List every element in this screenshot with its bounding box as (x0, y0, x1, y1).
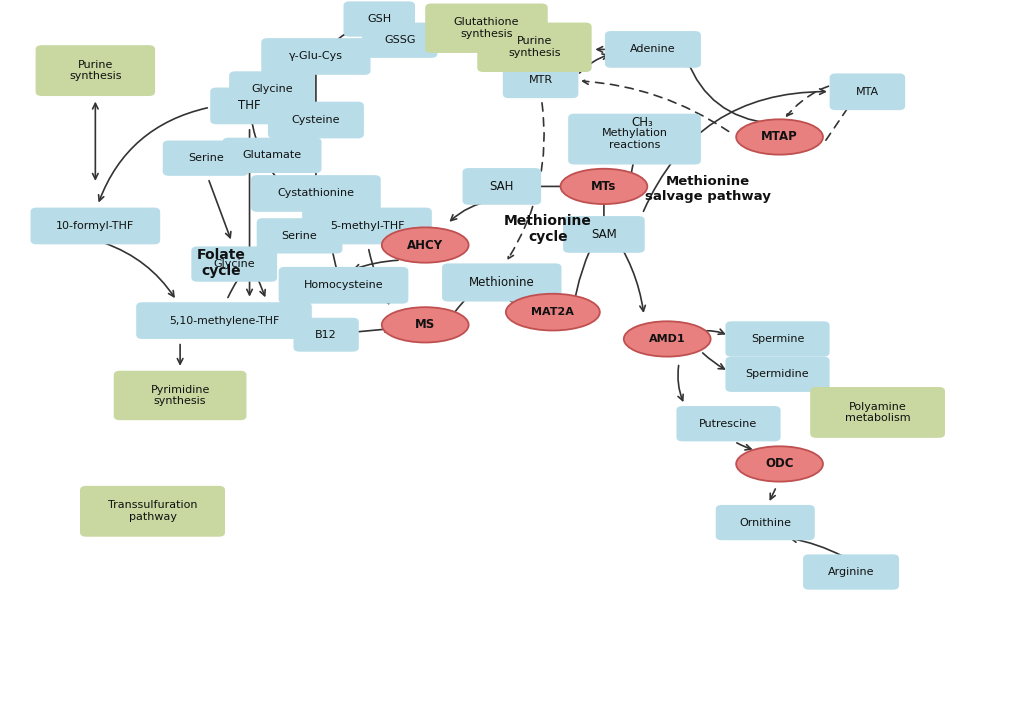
FancyBboxPatch shape (257, 218, 342, 254)
FancyBboxPatch shape (80, 486, 225, 537)
Text: Adenine: Adenine (630, 45, 676, 55)
Text: Glycine: Glycine (251, 84, 293, 94)
Text: SAM: SAM (591, 228, 616, 241)
Text: Ornithine: Ornithine (739, 518, 792, 527)
FancyBboxPatch shape (302, 208, 432, 245)
Text: Polyamine
metabolism: Polyamine metabolism (845, 401, 910, 423)
Text: B12: B12 (315, 330, 337, 340)
FancyBboxPatch shape (725, 321, 829, 357)
FancyBboxPatch shape (810, 387, 945, 438)
Text: Folate
cycle: Folate cycle (197, 247, 246, 278)
Text: THF: THF (239, 99, 261, 113)
Text: Homocysteine: Homocysteine (304, 280, 383, 290)
Ellipse shape (382, 307, 469, 342)
FancyBboxPatch shape (229, 72, 315, 106)
Text: Spermine: Spermine (751, 334, 804, 344)
FancyBboxPatch shape (294, 318, 358, 352)
FancyBboxPatch shape (716, 505, 815, 540)
Text: Methionine: Methionine (469, 276, 535, 289)
FancyBboxPatch shape (425, 4, 548, 53)
Text: MTA: MTA (856, 86, 879, 97)
Text: MTR: MTR (528, 75, 553, 86)
Text: Methylation
reactions: Methylation reactions (601, 128, 668, 150)
Text: Spermidine: Spermidine (745, 369, 809, 379)
FancyBboxPatch shape (31, 208, 160, 245)
FancyBboxPatch shape (163, 140, 249, 176)
Text: GSH: GSH (368, 14, 391, 24)
FancyBboxPatch shape (442, 264, 561, 301)
FancyBboxPatch shape (191, 247, 278, 281)
Text: Putrescine: Putrescine (699, 419, 758, 429)
Text: Cysteine: Cysteine (292, 115, 340, 125)
FancyBboxPatch shape (343, 1, 415, 37)
FancyBboxPatch shape (605, 31, 700, 68)
FancyBboxPatch shape (222, 138, 322, 173)
Text: MTs: MTs (591, 180, 616, 193)
Text: AHCY: AHCY (408, 238, 443, 252)
FancyBboxPatch shape (803, 554, 899, 590)
FancyBboxPatch shape (725, 357, 829, 392)
Text: γ-Glu-Cys: γ-Glu-Cys (289, 52, 343, 62)
FancyBboxPatch shape (210, 87, 289, 124)
FancyBboxPatch shape (136, 302, 312, 339)
FancyBboxPatch shape (114, 371, 247, 420)
Ellipse shape (382, 228, 469, 263)
Text: Glycine: Glycine (213, 259, 255, 269)
FancyBboxPatch shape (677, 406, 780, 442)
FancyBboxPatch shape (563, 216, 645, 253)
Text: AMD1: AMD1 (649, 334, 685, 344)
Text: 5,10-methylene-THF: 5,10-methylene-THF (169, 316, 280, 325)
FancyBboxPatch shape (361, 23, 437, 58)
Text: MTAP: MTAP (761, 130, 798, 143)
Ellipse shape (506, 294, 600, 330)
Ellipse shape (736, 446, 823, 481)
Text: Serine: Serine (282, 231, 317, 241)
FancyBboxPatch shape (503, 63, 579, 98)
Text: Glutamate: Glutamate (243, 150, 302, 160)
FancyBboxPatch shape (261, 38, 371, 75)
Text: GSSG: GSSG (384, 35, 416, 45)
Text: Methionine
cycle: Methionine cycle (504, 213, 592, 244)
Text: Serine: Serine (187, 153, 223, 163)
Text: 5-methyl-THF: 5-methyl-THF (330, 221, 404, 231)
FancyBboxPatch shape (477, 23, 592, 72)
Text: Cystathionine: Cystathionine (278, 189, 354, 199)
Text: CH₃: CH₃ (632, 116, 653, 129)
FancyBboxPatch shape (251, 175, 381, 212)
Text: ODC: ODC (765, 457, 794, 471)
Text: Methionine
salvage pathway: Methionine salvage pathway (645, 174, 771, 203)
FancyBboxPatch shape (829, 74, 905, 110)
Text: Pyrimidine
synthesis: Pyrimidine synthesis (151, 385, 210, 406)
FancyBboxPatch shape (268, 101, 364, 138)
Ellipse shape (560, 169, 647, 204)
Text: Arginine: Arginine (827, 567, 874, 577)
FancyBboxPatch shape (36, 45, 155, 96)
FancyBboxPatch shape (568, 113, 700, 164)
FancyBboxPatch shape (463, 168, 541, 205)
FancyBboxPatch shape (279, 267, 409, 303)
Text: MAT2A: MAT2A (531, 307, 574, 317)
Text: SAH: SAH (489, 180, 514, 193)
Ellipse shape (736, 119, 823, 155)
Text: 10-formyl-THF: 10-formyl-THF (56, 221, 134, 231)
Text: Glutathione
synthesis: Glutathione synthesis (454, 18, 519, 39)
Ellipse shape (624, 321, 711, 357)
Text: Purine
synthesis: Purine synthesis (508, 36, 561, 58)
Text: Purine
synthesis: Purine synthesis (69, 60, 122, 82)
Text: MS: MS (415, 318, 435, 331)
Text: Transsulfuration
pathway: Transsulfuration pathway (108, 501, 198, 522)
